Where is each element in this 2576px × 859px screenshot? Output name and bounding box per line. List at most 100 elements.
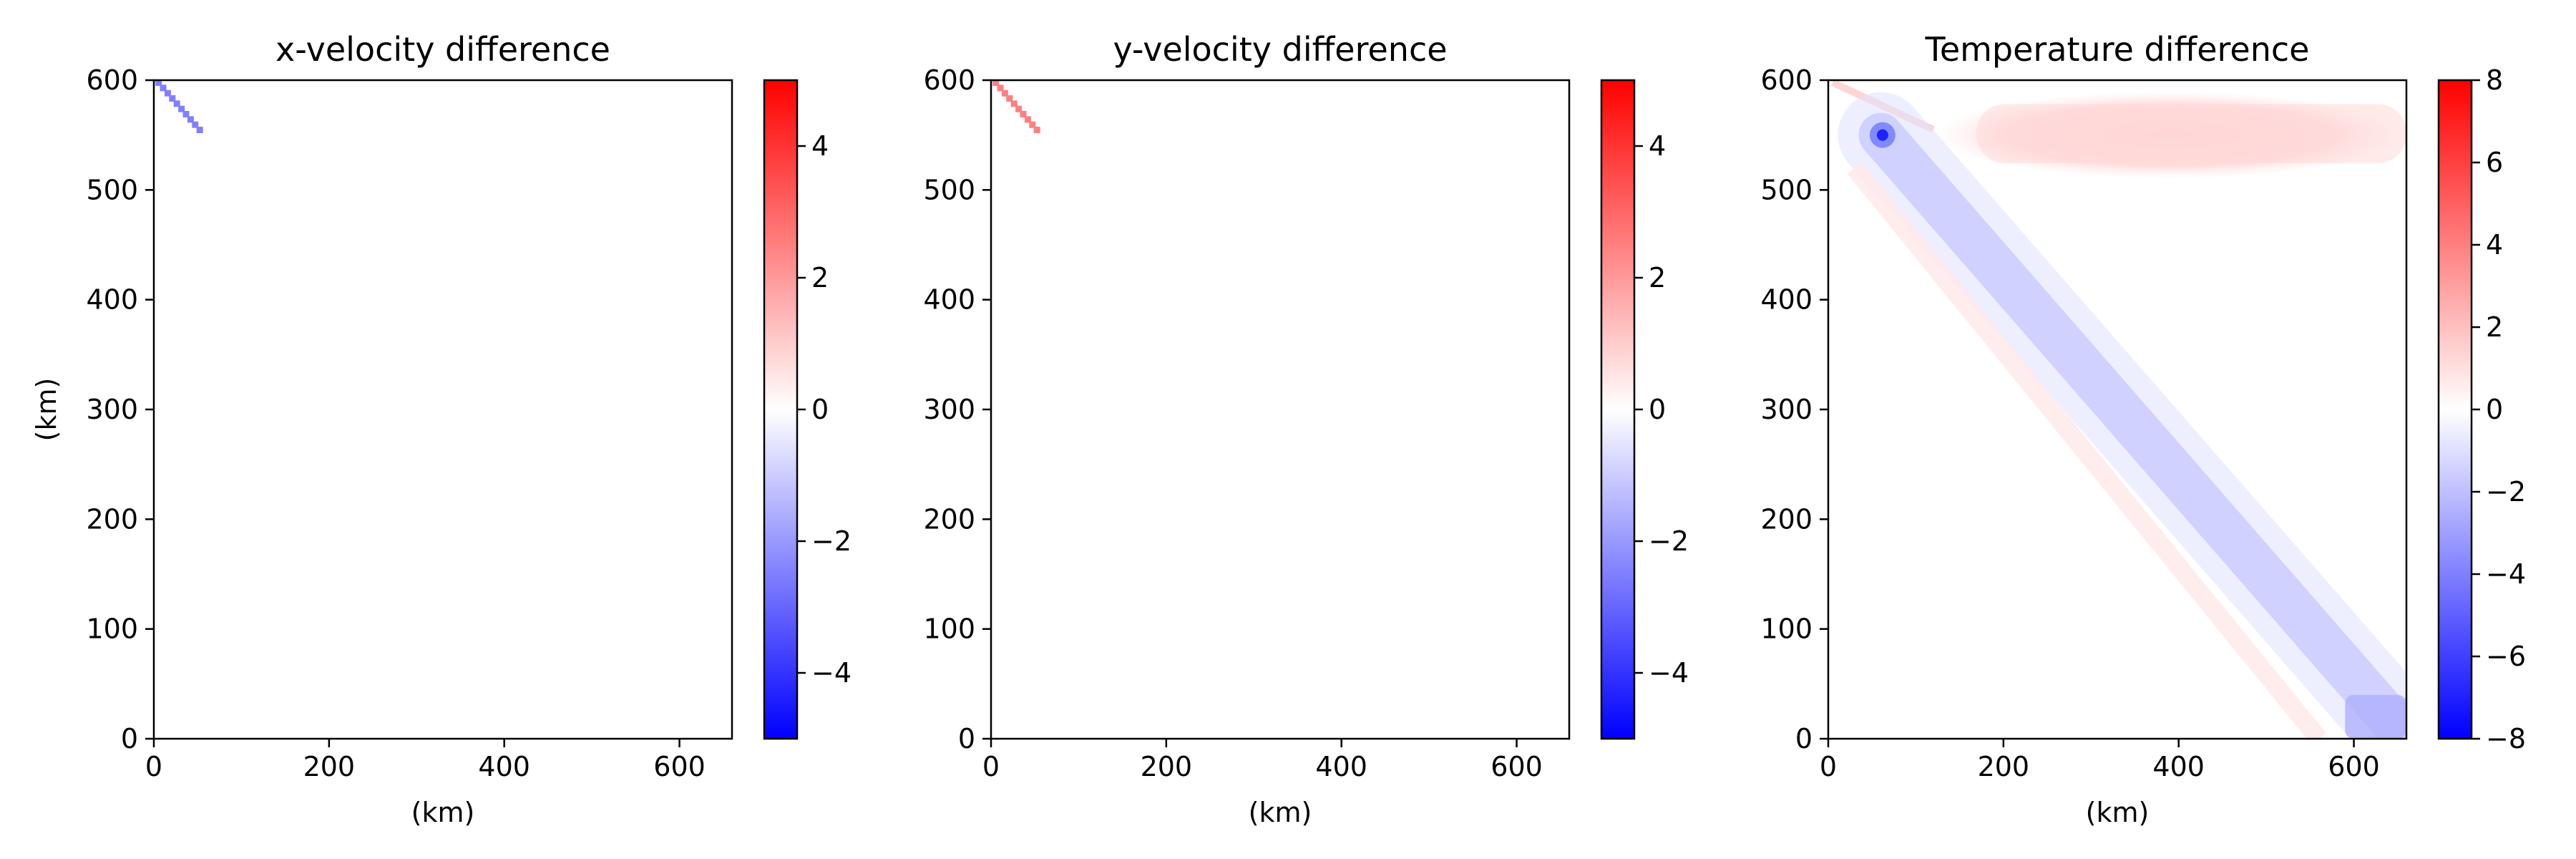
plot-area [154, 80, 732, 739]
heatmap-cell [1033, 127, 1040, 133]
y-tick-label: 500 [1760, 174, 1813, 205]
y-tick-label: 400 [86, 284, 138, 316]
y-tick-label: 300 [1760, 394, 1813, 425]
colorbar-tick-label: −2 [1649, 525, 1689, 557]
x-axis-label: (km) [1249, 797, 1312, 828]
x-tick-label: 600 [2328, 751, 2380, 782]
chart-title: y-velocity difference [1113, 30, 1447, 69]
colorbar-gradient [764, 80, 797, 739]
heatmap-marks [992, 79, 1040, 133]
heatmap-cell [178, 105, 185, 112]
heatmap-cell [155, 79, 162, 87]
colorbar-tick-label: −6 [2486, 641, 2526, 672]
colorbar-tick-label: 0 [811, 394, 829, 425]
x-tick-label: 0 [145, 751, 162, 782]
colorbar-tick-label: 4 [1649, 130, 1666, 162]
chart-title: Temperature difference [1925, 30, 2310, 69]
colorbar-tick-label: −2 [811, 525, 852, 557]
x-tick-label: 600 [653, 751, 706, 782]
colorbar-tick-label: 4 [2486, 229, 2503, 261]
y-tick-label: 300 [923, 394, 975, 425]
colorbar-tick-label: −2 [2486, 476, 2526, 508]
colorbar-tick-label: 2 [2486, 311, 2503, 343]
colorbar: −4 −2 0 2 4 [763, 79, 852, 740]
x-axis-label: (km) [2086, 797, 2150, 828]
x-tick-label: 200 [303, 751, 356, 782]
y-axis: 0 100 200 300 400 500 600 [923, 64, 991, 754]
heatmap-cell [992, 79, 1000, 87]
heatmap-cell [1001, 89, 1008, 97]
x-tick-label: 0 [1820, 751, 1837, 782]
warm-band-core [1976, 104, 2406, 163]
colorbar-tick-label: −4 [811, 657, 852, 689]
colorbar-gradient [1601, 80, 1634, 739]
y-axis: 0 100 200 300 400 500 600 [1760, 64, 1828, 754]
colorbar-tick-label: 2 [1649, 262, 1666, 293]
heatmap-marks [155, 79, 203, 133]
heatmap-cell [169, 95, 176, 102]
y-tick-label: 600 [923, 64, 975, 96]
colorbar-tick-label: 6 [2486, 147, 2503, 178]
x-axis: 0 200 400 600 [1820, 739, 2380, 782]
panel-y-velocity: y-velocity difference 0 200 400 600 0100200… [923, 30, 1689, 828]
colorbar-tick-label: −8 [2486, 723, 2526, 754]
y-tick-label: 500 [86, 174, 138, 205]
heatmap-cell [1029, 121, 1036, 128]
heatmap-cell [187, 116, 194, 123]
x-axis: 0 200 400 600 [982, 739, 1543, 782]
heatmap-cell [1020, 111, 1027, 118]
y-tick-label: 600 [1760, 64, 1813, 96]
colorbar-tick-label: 2 [811, 262, 829, 293]
y-tick-label: 400 [923, 284, 975, 316]
cold-band [1858, 112, 2406, 739]
colorbar: −4 −2 0 2 4 [1600, 79, 1689, 740]
colorbar-tick-label: −4 [2486, 558, 2526, 590]
y-tick-label: 0 [1795, 723, 1813, 754]
colorbar-tick-label: −4 [1649, 657, 1689, 689]
y-tick-label: 0 [958, 723, 975, 754]
colorbar: −8 −6 −4 −2 0 2 4 6 8 [2437, 64, 2526, 754]
x-axis-label: (km) [411, 797, 475, 828]
cold-spot [1876, 129, 1888, 141]
heatmap-cell [164, 89, 171, 97]
y-tick-label: 300 [86, 394, 138, 425]
x-tick-label: 200 [1141, 751, 1193, 782]
colorbar-gradient [2439, 80, 2472, 739]
x-tick-label: 400 [1315, 751, 1367, 782]
y-tick-label: 200 [86, 503, 138, 535]
heatmap-cell [182, 111, 190, 118]
heatmap-cell [1015, 105, 1023, 112]
cold-patch [2345, 694, 2406, 739]
x-tick-label: 0 [982, 751, 1000, 782]
y-tick-label: 200 [923, 503, 975, 535]
heatmap-cell [1024, 116, 1031, 123]
y-axis-label: (km) [31, 378, 62, 442]
y-tick-label: 100 [923, 613, 975, 645]
plot-area [991, 80, 1569, 739]
heatmap-cell [192, 121, 199, 128]
y-tick-label: 100 [1760, 613, 1813, 645]
y-axis: 0 100 200 300 400 500 600 [86, 64, 154, 754]
colorbar-tick-label: 4 [811, 130, 829, 162]
panel-x-velocity: x-velocity difference 0 200 400 600 0100200… [31, 30, 852, 828]
panel-temperature: Temperature difference 0 200 400 600 010020… [1760, 30, 2526, 828]
x-tick-label: 200 [1978, 751, 2030, 782]
y-tick-label: 0 [121, 723, 138, 754]
heatmap-cell [997, 84, 1004, 92]
y-tick-label: 600 [86, 64, 138, 96]
x-tick-label: 600 [1491, 751, 1543, 782]
colorbar-tick-label: 8 [2486, 64, 2503, 96]
heatmap-cell [1006, 95, 1013, 102]
y-tick-label: 100 [86, 613, 138, 645]
heatmap-cell [173, 100, 180, 107]
x-tick-label: 400 [478, 751, 530, 782]
x-axis: 0 200 400 600 [145, 739, 706, 782]
heatmap-cell [1010, 100, 1018, 107]
y-tick-label: 400 [1760, 284, 1813, 316]
heatmap-cell [160, 84, 167, 92]
heatmap-marks [1831, 80, 2406, 739]
chart-title: x-velocity difference [275, 30, 610, 69]
colorbar-tick-label: 0 [1649, 394, 1666, 425]
y-tick-label: 200 [1760, 503, 1813, 535]
